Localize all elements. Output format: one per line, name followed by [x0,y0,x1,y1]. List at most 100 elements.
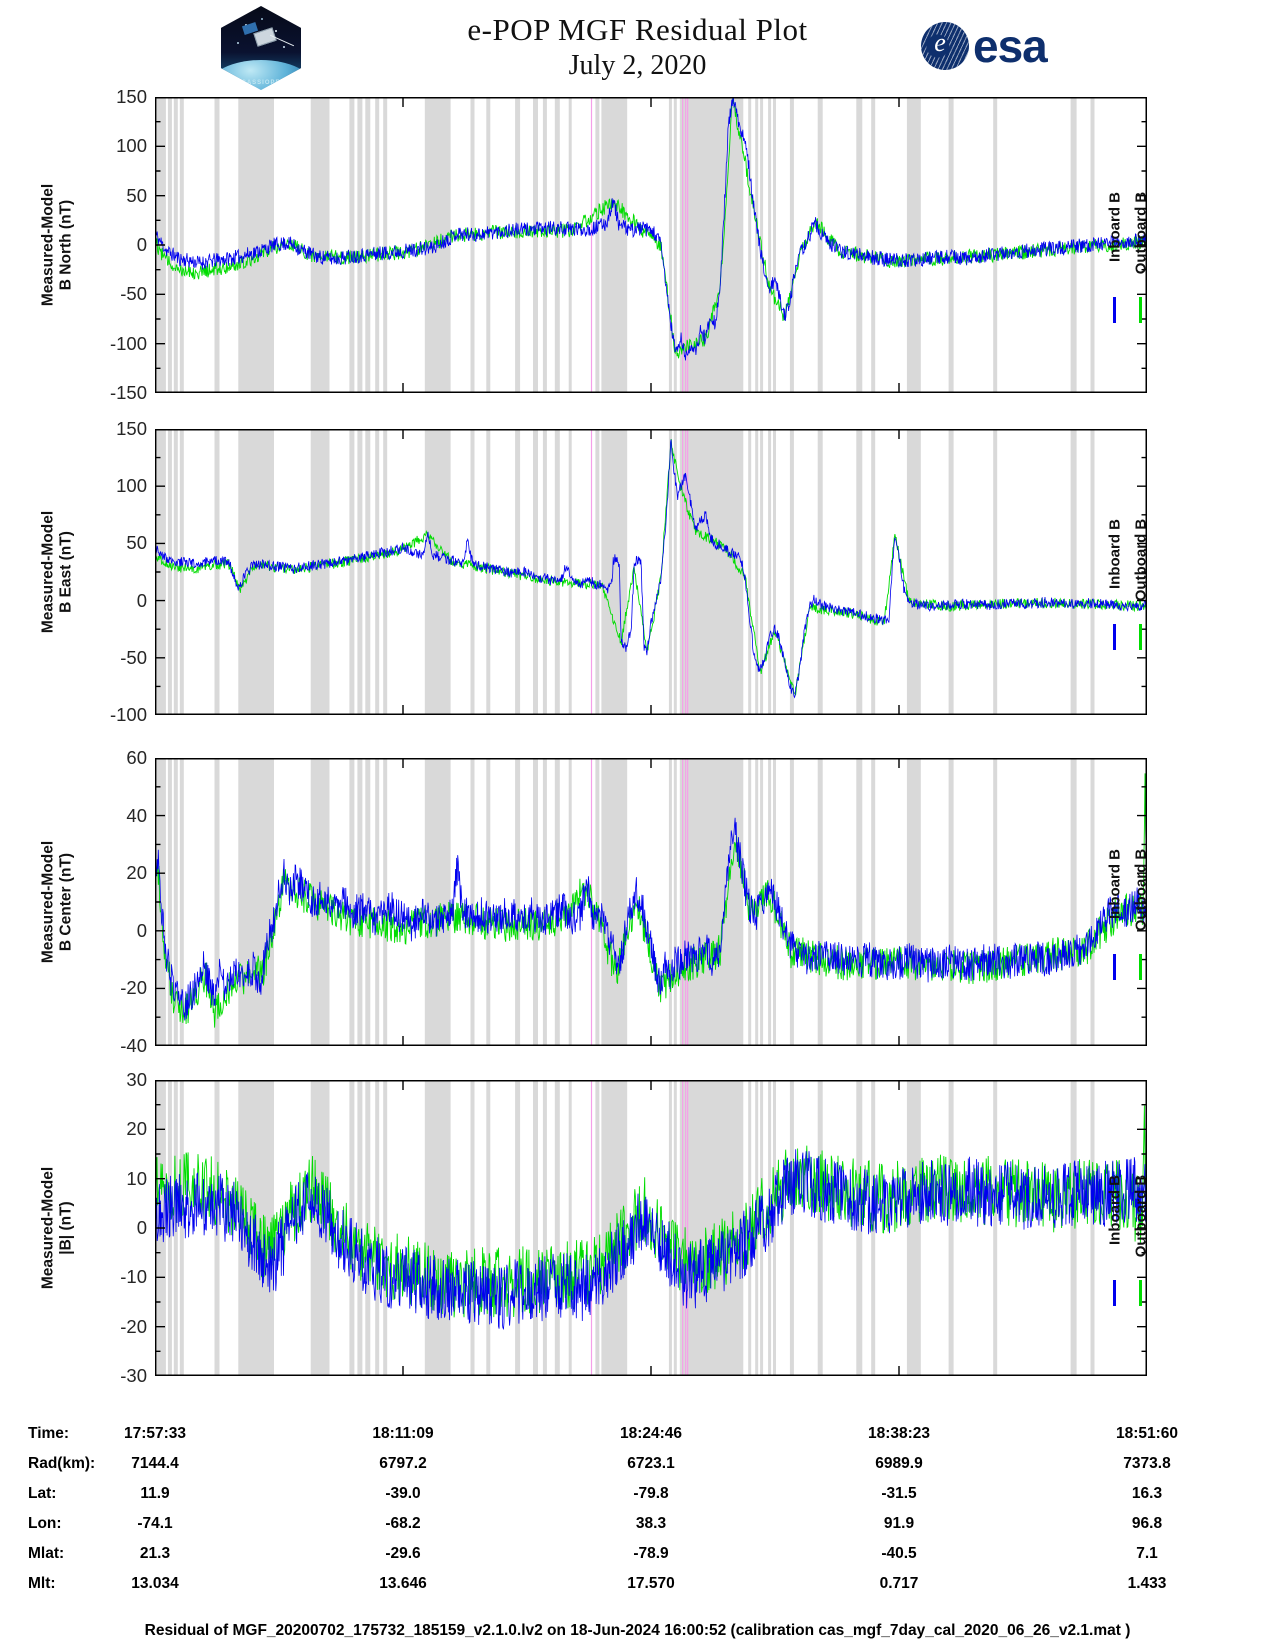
y-tick-label: -20 [120,977,147,999]
y-tick-label: -40 [120,1035,147,1056]
legend-outboard-line-sample [1139,1280,1142,1306]
ephemeris-value: -29.6 [385,1545,421,1562]
data-gap-band [595,758,600,1046]
outboard-b-trace [156,98,1146,359]
data-gap-band [375,758,380,1046]
y-tick-label: -50 [120,283,147,305]
data-gap-band [601,97,628,393]
inboard-b-trace [156,1149,1146,1330]
ephemeris-value: 96.8 [1131,1515,1163,1532]
data-gap-band [789,97,794,393]
data-gap-band [1070,1080,1077,1376]
data-gap-band [768,97,772,393]
data-gap-band [568,97,572,393]
data-gap-band [789,1080,794,1376]
data-gap-band [871,758,876,1046]
data-gap-band [375,97,380,393]
data-gap-band [906,1080,921,1376]
data-gap-band [179,429,184,715]
ephemeris-value: 18:24:46 [619,1425,683,1442]
data-gap-band [1070,758,1077,1046]
legend-inboard-label: Inboard B [1106,192,1124,262]
data-gap-band [856,429,863,715]
ephemeris-value: -40.5 [881,1545,917,1562]
data-gap-band [993,758,998,1046]
ephemeris-value: -79.8 [633,1485,669,1502]
y-tick-label: -150 [109,382,147,403]
data-gap-band [789,429,794,715]
data-gap-band [673,429,677,715]
inboard-b-trace [156,98,1146,361]
title-line-1: e-POP MGF Residual Plot [467,12,808,47]
outboard-b-trace [156,773,1146,1028]
data-gap-band [993,97,998,393]
panel-2-y-axis-label: Measured-Model B East (nT) [40,511,77,633]
data-gap-band [768,429,772,715]
data-gap-band [424,1080,451,1376]
patch-label: CASSIOPE [241,80,281,86]
y-tick-label: 20 [126,1118,147,1140]
data-gap-band [906,758,921,1046]
y-tick-label: 0 [136,919,147,941]
y-tick-label: 0 [136,589,147,611]
data-gap-band [568,758,572,1046]
data-gap-band [679,97,744,393]
data-gap-band [470,758,475,1046]
ephemeris-value: 13.034 [131,1575,179,1592]
y-tick-label: 100 [116,135,147,157]
y-tick-label: 10 [126,1167,147,1189]
data-gap-band [238,758,274,1046]
ephemeris-value: 6989.9 [875,1455,923,1472]
data-gap-band [365,429,371,715]
data-gap-band [554,429,560,715]
data-gap-band [595,429,600,715]
data-gap-band [167,758,172,1046]
outboard-b-trace [156,1105,1146,1318]
data-gap-band [554,97,560,393]
ephemeris-value: 13.646 [379,1575,427,1592]
y-tick-label: -100 [109,332,147,354]
inboard-b-trace [156,817,1146,1021]
panel-3-legend: Inboard B Outboard B [1103,758,1181,1046]
data-gap-band [595,1080,600,1376]
ephemeris-value: 11.9 [140,1485,170,1502]
panel-2-plot [155,429,1147,715]
data-gap-band [533,97,538,393]
legend-outboard-label: Outboard B [1132,191,1150,275]
data-gap-band [357,97,363,393]
data-gap-band [383,429,388,715]
ephemeris-value: 7144.4 [131,1455,179,1472]
ephemeris-value: 17.570 [627,1575,675,1592]
legend-outboard-line-sample [1139,297,1142,323]
data-gap-band [173,758,178,1046]
data-gap-band [157,758,166,1046]
data-gap-band [533,758,538,1046]
data-gap-band [542,97,547,393]
axis-frame [155,429,1147,715]
data-gap-band [470,1080,475,1376]
data-gap-band [424,429,451,715]
y-tick-label: 0 [136,234,147,255]
data-gap-band [948,97,954,393]
legend-outboard-line-sample [1139,954,1142,980]
ephemeris-row-label: Lat: [28,1485,57,1502]
data-gap-band [993,1080,998,1376]
ephemeris-value: -78.9 [633,1545,669,1562]
panel-3-plot [155,758,1147,1046]
esa-globe-hatch [921,22,969,70]
panel-2-legend: Inboard B Outboard B [1103,429,1181,715]
ephemeris-value: -39.0 [385,1485,421,1502]
data-gap-band [568,429,572,715]
legend-outboard-label: Outboard B [1132,1174,1150,1258]
legend-outboard-label: Outboard B [1132,518,1150,602]
data-gap-band [486,429,491,715]
data-gap-band [906,429,921,715]
data-gap-band [349,97,355,393]
data-gap-band [679,758,744,1046]
data-gap-band [486,97,491,393]
data-gap-band [357,758,363,1046]
data-gap-band [375,1080,380,1376]
data-gap-band [668,97,672,393]
data-gap-band [755,429,759,715]
data-gap-band [486,1080,491,1376]
